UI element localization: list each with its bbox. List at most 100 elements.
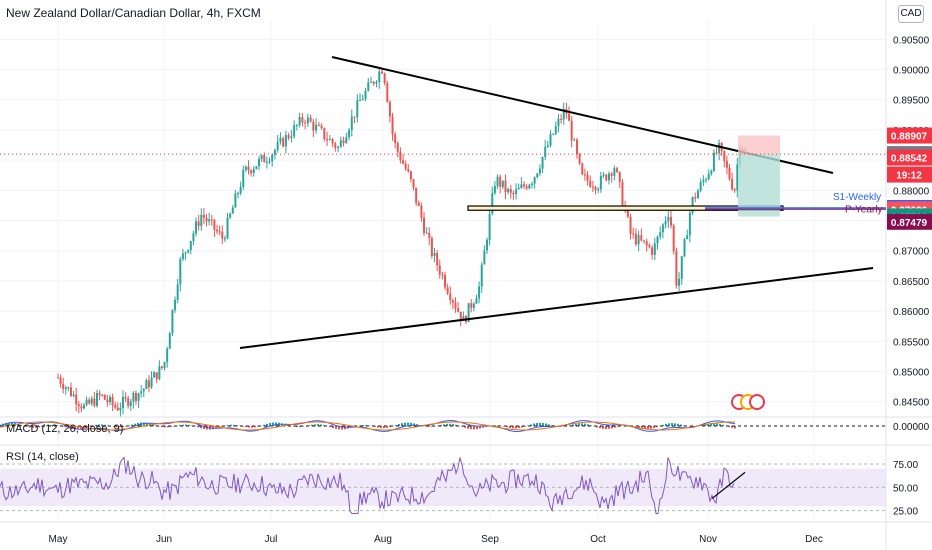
candle-body	[480, 264, 483, 287]
candle-body	[59, 377, 62, 384]
candle-body	[605, 174, 608, 181]
candle-body	[616, 168, 619, 172]
price-label-bg	[887, 149, 932, 166]
candle-body	[557, 118, 560, 127]
rsi-pane: 75.00 50.00 25.00	[0, 456, 918, 518]
candle-body	[504, 180, 507, 192]
candle-body	[279, 138, 282, 142]
candle-body	[150, 377, 153, 388]
price-axis[interactable]: 0.905000.900000.895000.890000.885000.880…	[887, 35, 932, 409]
candle-body	[367, 82, 370, 91]
candle-body	[323, 127, 326, 139]
chart-title: New Zealand Dollar/Canadian Dollar, 4h, …	[6, 6, 261, 20]
candle-body	[467, 303, 470, 322]
candlestick-series	[57, 67, 747, 417]
candle-body	[260, 155, 263, 160]
candle-body	[257, 159, 260, 167]
candle-body	[501, 180, 504, 187]
candle-body	[132, 392, 135, 402]
candle-body	[176, 284, 179, 300]
candle-body	[715, 152, 718, 154]
candle-body	[119, 408, 122, 411]
candle-body	[707, 173, 710, 180]
candle-body	[485, 239, 488, 251]
candle-body	[496, 176, 499, 186]
candle-body	[364, 90, 367, 100]
candle-body	[661, 224, 664, 233]
candle-body	[116, 407, 119, 411]
event-icon	[749, 394, 765, 410]
candle-body	[174, 299, 177, 310]
candle-body	[672, 225, 675, 252]
candle-body	[111, 396, 114, 405]
candle-body	[75, 394, 78, 405]
candle-body	[375, 82, 378, 84]
candle-body	[586, 174, 589, 181]
candle-body	[326, 138, 329, 141]
candle-body	[686, 235, 689, 240]
candle-body	[680, 256, 683, 279]
candle-body	[472, 303, 475, 308]
candle-body	[694, 197, 697, 199]
candle-body	[229, 213, 232, 218]
candle-body	[688, 212, 691, 236]
candle-body	[436, 252, 439, 266]
candle-body	[195, 221, 198, 234]
currency-button[interactable]: CAD	[898, 5, 924, 23]
candle-body	[591, 186, 594, 188]
candle-body	[200, 214, 203, 226]
time-axis[interactable]: May Jun Jul Aug Sep Oct Nov Dec	[49, 534, 823, 545]
candle-body	[166, 348, 169, 363]
x-tick-label: Oct	[590, 534, 606, 545]
candle-body	[538, 168, 541, 174]
candle-body	[226, 217, 229, 239]
candle-body	[728, 167, 731, 180]
candle-body	[683, 239, 686, 257]
candle-body	[420, 205, 423, 218]
candle-body	[702, 180, 705, 183]
candle-body	[610, 173, 613, 176]
candle-body	[202, 214, 205, 218]
candle-body	[155, 372, 158, 380]
candle-body	[221, 231, 224, 239]
candle-body	[530, 183, 533, 185]
stop-loss-zone	[738, 135, 780, 155]
candle-body	[218, 231, 221, 233]
candle-body	[388, 101, 391, 117]
lower-trendline	[239, 267, 874, 349]
y-tick-label: 0.90000	[893, 66, 930, 77]
y-tick-label: 0.84500	[893, 398, 930, 409]
candle-body	[121, 396, 124, 409]
candle-body	[95, 393, 98, 406]
candle-body	[359, 100, 362, 102]
candle-body	[402, 160, 405, 164]
candle-body	[337, 147, 340, 149]
candle-body	[705, 179, 708, 181]
candle-body	[192, 233, 195, 242]
candle-body	[381, 71, 384, 74]
candle-body	[475, 298, 478, 304]
candle-body	[560, 118, 563, 120]
candle-body	[523, 184, 526, 187]
candle-body	[168, 333, 171, 349]
candle-body	[544, 146, 547, 158]
candle-body	[718, 142, 721, 154]
candle-body	[197, 221, 200, 226]
candle-body	[541, 157, 544, 169]
y-tick-label: 0.88000	[893, 186, 930, 197]
price-label: 0.88542	[891, 154, 928, 165]
candle-body	[334, 143, 337, 148]
candle-body	[412, 179, 415, 188]
candle-body	[271, 154, 274, 162]
annotation-label: P-Yearly	[845, 204, 882, 215]
candle-body	[629, 216, 632, 234]
candle-body	[417, 202, 420, 206]
candle-body	[140, 391, 143, 394]
candle-body	[339, 140, 342, 148]
candle-body	[263, 155, 266, 163]
candle-body	[142, 388, 145, 392]
x-tick-label: Jun	[156, 534, 172, 545]
price-label: 0.88907	[891, 132, 928, 143]
